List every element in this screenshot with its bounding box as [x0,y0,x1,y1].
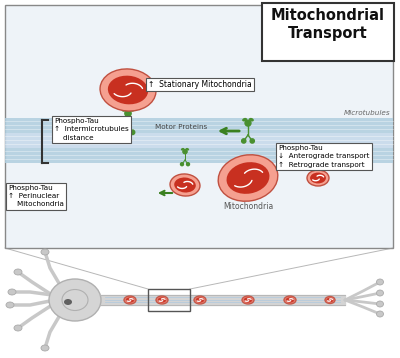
Ellipse shape [181,148,184,150]
Text: Motor Proteins: Motor Proteins [155,124,207,130]
Bar [5,133,393,148]
Text: Microtubules: Microtubules [343,110,390,116]
Circle shape [314,162,317,165]
Ellipse shape [242,118,247,121]
Ellipse shape [129,108,134,112]
Circle shape [245,120,251,126]
Ellipse shape [318,150,322,152]
Ellipse shape [249,118,254,121]
Bar [5,118,393,133]
Bar [5,148,393,163]
Ellipse shape [124,296,136,304]
Circle shape [183,150,187,154]
Ellipse shape [307,170,329,186]
Circle shape [125,110,131,117]
Ellipse shape [196,297,204,303]
Ellipse shape [170,174,200,196]
Ellipse shape [6,302,14,308]
Circle shape [121,130,126,135]
Text: Phospho-Tau
↑  Perinuclear
    Mitochondria: Phospho-Tau ↑ Perinuclear Mitochondria [8,185,64,208]
Ellipse shape [64,299,72,305]
Text: ↑  Stationary Mitochondria: ↑ Stationary Mitochondria [148,80,252,89]
Ellipse shape [376,311,384,317]
Ellipse shape [14,269,22,275]
Ellipse shape [41,249,49,255]
Ellipse shape [8,289,16,295]
Circle shape [319,162,322,165]
Circle shape [130,130,135,135]
Ellipse shape [218,155,278,201]
Circle shape [180,163,184,166]
Text: Phospho-Tau
↑  Intermicrotubules
    distance: Phospho-Tau ↑ Intermicrotubules distance [54,118,129,140]
Ellipse shape [100,69,156,111]
Circle shape [316,151,320,155]
Ellipse shape [310,173,326,183]
Ellipse shape [242,296,254,304]
Ellipse shape [314,150,318,152]
Ellipse shape [186,148,189,150]
Ellipse shape [158,297,166,303]
Ellipse shape [376,301,384,307]
Circle shape [186,163,190,166]
Ellipse shape [326,297,334,303]
Ellipse shape [122,108,127,112]
Ellipse shape [174,178,196,193]
Text: Phospho-Tau
↓  Anterograde transport
↑  Retrograde transport: Phospho-Tau ↓ Anterograde transport ↑ Re… [278,145,370,168]
Text: Mitochondria: Mitochondria [223,202,273,211]
Bar [262,3,394,61]
Ellipse shape [226,162,270,194]
Bar [5,5,393,248]
Ellipse shape [284,296,296,304]
Ellipse shape [194,296,206,304]
Bar [148,289,190,311]
Ellipse shape [14,325,22,331]
Ellipse shape [286,297,294,303]
Circle shape [242,139,246,143]
Ellipse shape [108,76,148,104]
Ellipse shape [376,279,384,285]
Circle shape [250,139,254,143]
Ellipse shape [41,345,49,351]
Ellipse shape [49,279,101,321]
Ellipse shape [376,290,384,296]
Ellipse shape [126,297,134,303]
Ellipse shape [156,296,168,304]
Text: Mitochondrial
Transport: Mitochondrial Transport [271,8,385,41]
Ellipse shape [244,297,252,303]
Ellipse shape [325,296,335,304]
